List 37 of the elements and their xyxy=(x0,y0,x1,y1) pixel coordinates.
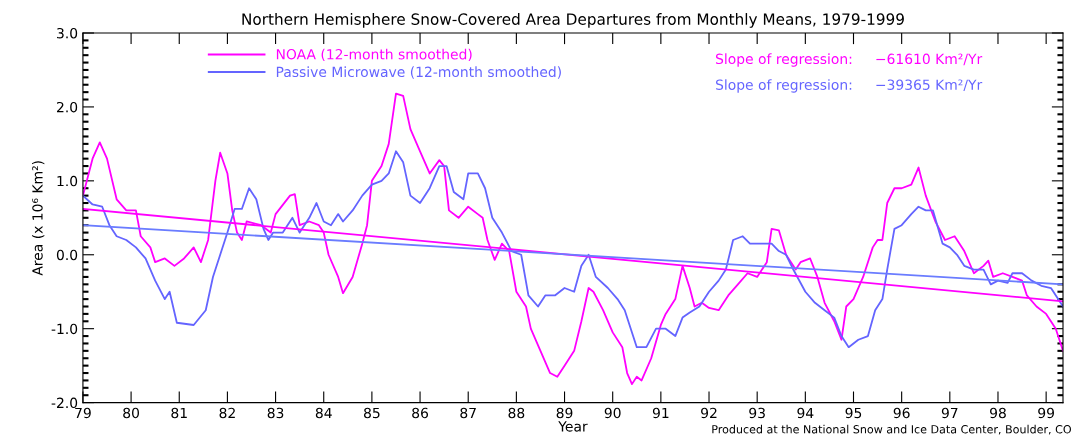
x-tick-label: 89 xyxy=(556,407,573,419)
y-tick-label: 0.0 xyxy=(56,249,78,261)
y-tick-label: -2.0 xyxy=(51,397,78,409)
x-tick-label: 92 xyxy=(701,407,717,419)
x-tick-label: 86 xyxy=(412,407,429,419)
x-tick-label: 98 xyxy=(990,407,1006,419)
legend-label: NOAA (12-month smoothed) xyxy=(276,48,472,62)
x-tick-label: 99 xyxy=(1038,407,1054,419)
chart-title: Northern Hemisphere Snow-Covered Area Departures from Monthly Means, 1979-1999 xyxy=(242,13,904,28)
x-tick-label: 80 xyxy=(123,407,139,419)
x-tick-label: 88 xyxy=(508,407,525,419)
x-tick-label: 97 xyxy=(941,407,958,419)
x-tick-label: 93 xyxy=(749,407,765,419)
y-tick-label: -1.0 xyxy=(51,323,78,335)
x-axis-title: Year xyxy=(558,421,588,432)
y-tick-label: 1.0 xyxy=(57,175,78,187)
x-tick-label: 84 xyxy=(315,407,332,419)
x-tick-label: 90 xyxy=(604,407,621,419)
legend-label: Passive Microwave (12-month smoothed) xyxy=(276,66,561,79)
annotation: Slope of regression: −39365 Km²/Yr xyxy=(715,79,983,93)
line-series xyxy=(82,150,1063,349)
x-tick-label: 82 xyxy=(219,407,235,419)
x-tick-label: 85 xyxy=(364,407,380,419)
y-axis-title: Area (x 10⁶ Km²) xyxy=(31,161,45,276)
text: Produced at the National Snow and Ice Data Center, Boulder, CO xyxy=(712,424,1071,435)
x-tick-label: 96 xyxy=(893,407,910,419)
x-tick-label: 95 xyxy=(845,407,862,419)
x-tick-label: 79 xyxy=(75,407,91,419)
x-tick-label: 87 xyxy=(460,407,476,419)
annotation: Slope of regression: −61610 Km²/Yr xyxy=(715,53,983,67)
x-tick-label: 81 xyxy=(171,407,187,419)
y-tick-label: 3.0 xyxy=(57,27,78,39)
x-tick-label: 94 xyxy=(797,407,814,419)
line-series xyxy=(82,92,1063,386)
x-tick-label: 91 xyxy=(652,407,669,419)
x-tick-label: 83 xyxy=(267,407,284,419)
y-tick-label: 2.0 xyxy=(57,101,78,113)
